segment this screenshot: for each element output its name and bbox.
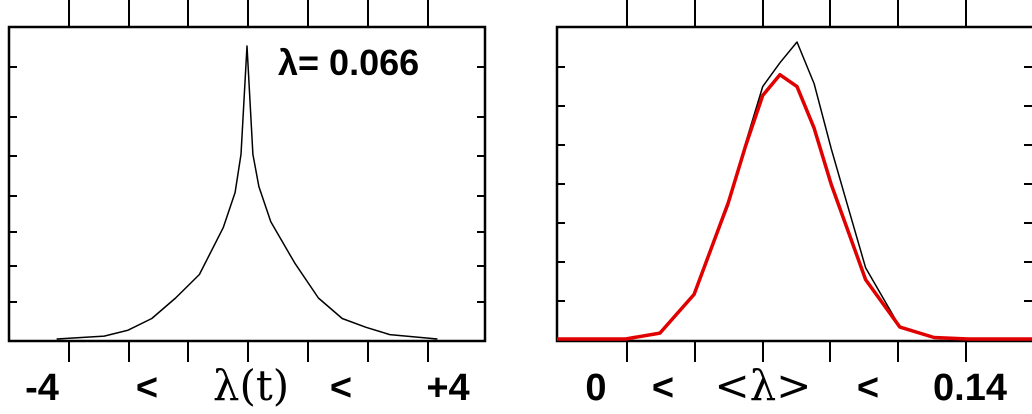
lambda-annotation: λ= 0.066 bbox=[278, 42, 419, 83]
left-ticks bbox=[9, 0, 485, 362]
right-x-labels: 0 < <λ> < 0.14 bbox=[585, 361, 1007, 410]
x-label-variable: λ(t) bbox=[213, 361, 289, 410]
right-ticks bbox=[557, 0, 1032, 362]
left-series-group bbox=[56, 45, 438, 340]
right-series-group bbox=[557, 41, 1032, 341]
histogram-line bbox=[56, 45, 438, 340]
x-label-max: +4 bbox=[426, 367, 469, 409]
x-label-lt: < bbox=[330, 367, 352, 409]
left-panel: λ= 0.066 -4 < λ(t) < +4 bbox=[7, 0, 487, 410]
x-label-variable: <λ> bbox=[714, 361, 811, 410]
x-label-lt: < bbox=[857, 367, 879, 409]
x-label-min: 0 bbox=[585, 367, 606, 409]
fit-curve-line bbox=[557, 72, 1032, 341]
right-plot-frame bbox=[555, 25, 1032, 343]
left-x-labels: -4 < λ(t) < +4 bbox=[25, 361, 470, 410]
x-label-lt: < bbox=[136, 367, 158, 409]
x-label-lt: < bbox=[652, 367, 674, 409]
right-panel: 0 < <λ> < 0.14 bbox=[555, 0, 1032, 410]
x-label-min: -4 bbox=[25, 367, 59, 409]
x-label-max: 0.14 bbox=[933, 367, 1007, 409]
